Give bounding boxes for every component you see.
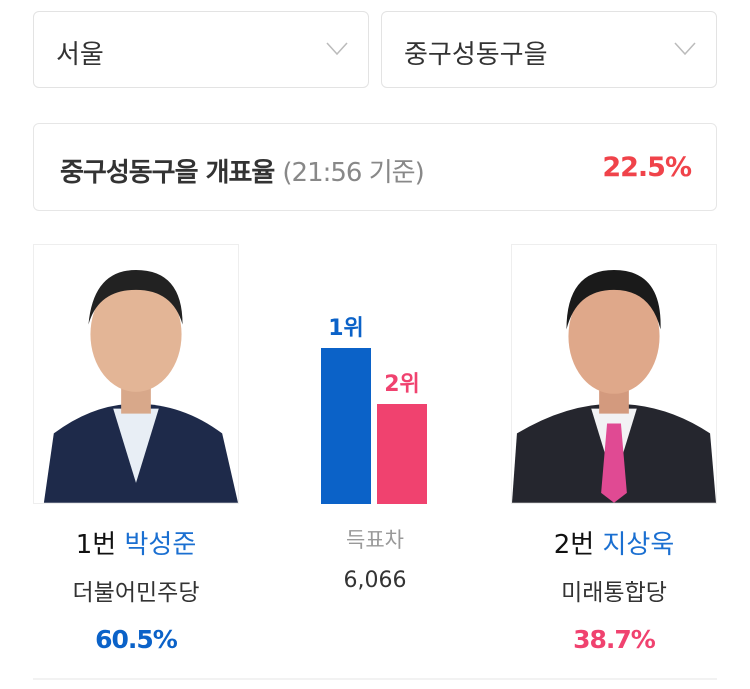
count-time: (21:56 기준) xyxy=(282,158,424,188)
candidate-2-name[interactable]: 지상욱 xyxy=(602,530,675,560)
vote-gap-value: 6,066 xyxy=(343,568,407,593)
candidate-1-name[interactable]: 박성준 xyxy=(124,530,197,560)
candidate-2-photo xyxy=(511,244,717,504)
chevron-down-icon xyxy=(674,42,696,56)
candidate-2-number: 2번 xyxy=(553,530,595,560)
district-select[interactable]: 중구성동구을 xyxy=(381,11,717,88)
candidate-2-party: 미래통합당 xyxy=(561,580,667,606)
region-select[interactable]: 서울 xyxy=(33,11,369,88)
count-status-title: 중구성동구을 개표율 (21:56 기준) xyxy=(60,152,425,189)
count-status-panel: 중구성동구을 개표율 (21:56 기준) 22.5% xyxy=(33,123,717,211)
candidate-1-number: 1번 xyxy=(75,530,117,560)
candidate-2-info: 2번 지상욱 미래통합당 38.7% xyxy=(484,524,744,654)
candidate-1-photo xyxy=(33,244,239,504)
candidate-1-bar xyxy=(321,348,371,504)
candidate-2-rank: 2위 xyxy=(384,372,420,398)
vote-gap-label: 득표차 xyxy=(346,528,404,552)
candidate-1-percent: 60.5% xyxy=(95,625,178,654)
chevron-down-icon xyxy=(326,42,348,56)
candidate-1-rank: 1위 xyxy=(328,316,364,341)
divider xyxy=(33,678,717,680)
region-select-value: 서울 xyxy=(56,40,104,70)
count-title-text: 중구성동구을 개표율 xyxy=(60,158,275,188)
count-rate: 22.5% xyxy=(602,152,692,183)
vote-gap: 득표차 6,066 xyxy=(300,524,450,593)
candidate-2-percent: 38.7% xyxy=(573,625,656,654)
district-select-value: 중구성동구을 xyxy=(404,40,548,70)
candidate-1-party: 더불어민주당 xyxy=(72,580,200,606)
candidate-1-info: 1번 박성준 더불어민주당 60.5% xyxy=(6,524,266,654)
candidate-2-bar xyxy=(377,404,427,504)
